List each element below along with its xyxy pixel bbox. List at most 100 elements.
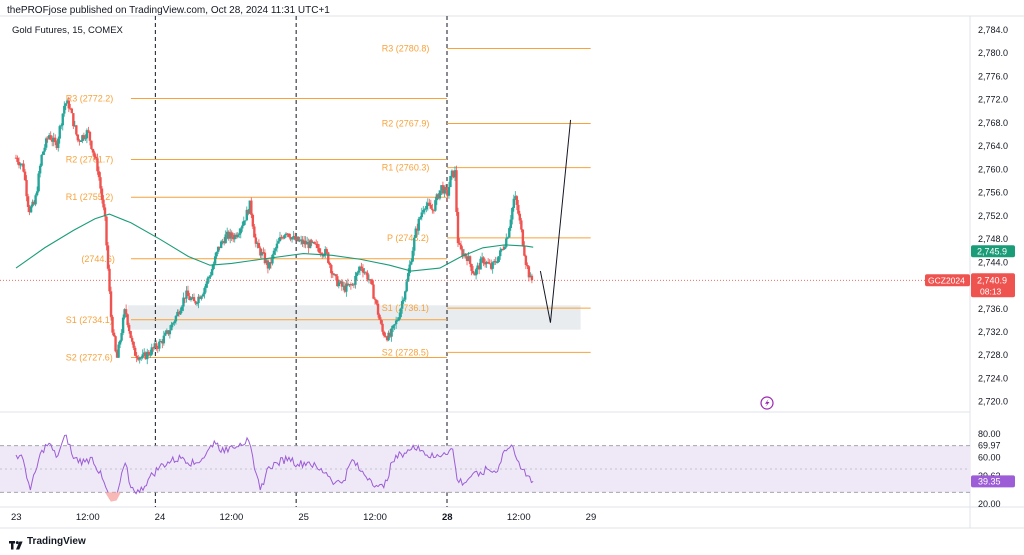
candle bbox=[135, 355, 138, 358]
candle bbox=[236, 234, 239, 238]
candle bbox=[195, 303, 199, 305]
candle bbox=[518, 213, 522, 221]
candle bbox=[222, 241, 226, 244]
candle bbox=[158, 341, 161, 349]
candle bbox=[422, 209, 425, 213]
candle bbox=[186, 290, 190, 297]
candle bbox=[328, 262, 331, 265]
candle bbox=[194, 301, 197, 304]
candle bbox=[239, 228, 242, 234]
candle bbox=[265, 260, 268, 264]
candle bbox=[453, 170, 457, 178]
candle bbox=[177, 311, 181, 315]
candle bbox=[46, 138, 49, 140]
candle bbox=[127, 324, 131, 332]
time-tick-1: 12:00 bbox=[76, 512, 100, 523]
candle bbox=[253, 226, 256, 238]
candle bbox=[215, 251, 218, 257]
rsi-line bbox=[15, 434, 534, 500]
footer[interactable]: TradingView bbox=[9, 533, 86, 549]
candle bbox=[521, 229, 525, 246]
candle bbox=[16, 157, 19, 162]
candle bbox=[443, 187, 446, 194]
candle bbox=[90, 140, 93, 149]
candle bbox=[132, 341, 135, 348]
candle bbox=[54, 137, 57, 143]
pivot-label-1-0: R3 (2780.8) bbox=[382, 44, 430, 54]
candle bbox=[508, 228, 511, 238]
price-tick-12: 2,768.0 bbox=[978, 118, 1008, 128]
candle bbox=[155, 343, 158, 348]
candle bbox=[159, 341, 163, 343]
candle bbox=[339, 281, 342, 283]
pivot-label-0-1: R2 (2761.7) bbox=[66, 154, 114, 164]
candle bbox=[106, 245, 110, 269]
symbol-tag-label: GCZ2024 bbox=[928, 275, 965, 285]
candle bbox=[511, 207, 514, 220]
time-tick-4: 25 bbox=[298, 512, 309, 523]
candle bbox=[76, 134, 80, 141]
candle bbox=[49, 135, 52, 140]
candle bbox=[308, 240, 312, 249]
candle bbox=[354, 275, 357, 285]
candle bbox=[305, 241, 309, 245]
candle bbox=[301, 239, 304, 244]
candle bbox=[293, 236, 297, 240]
candle bbox=[325, 249, 328, 253]
candle bbox=[37, 173, 40, 192]
candle bbox=[31, 201, 34, 207]
candle bbox=[425, 205, 428, 210]
candle bbox=[179, 310, 182, 315]
candle bbox=[420, 212, 423, 218]
candle bbox=[123, 309, 126, 318]
candle bbox=[150, 347, 153, 355]
candle bbox=[143, 352, 146, 355]
candle bbox=[156, 347, 159, 349]
candle bbox=[520, 220, 523, 230]
rsi-oversold-fill bbox=[105, 492, 121, 502]
candle bbox=[72, 113, 75, 127]
candle bbox=[343, 285, 347, 292]
rsi-tick-2: 60.00 bbox=[978, 452, 1001, 462]
candle bbox=[391, 325, 395, 329]
candle bbox=[108, 268, 111, 292]
candle bbox=[355, 272, 359, 276]
candle bbox=[523, 245, 526, 256]
candle bbox=[129, 331, 132, 338]
price-tick-11: 2,764.0 bbox=[978, 141, 1008, 151]
candle bbox=[314, 243, 318, 245]
candle bbox=[376, 303, 380, 315]
candle bbox=[349, 284, 353, 286]
candle bbox=[414, 228, 417, 238]
candle bbox=[88, 131, 92, 141]
candle bbox=[40, 154, 43, 166]
rsi-tick-0: 20.00 bbox=[978, 499, 1001, 509]
candle bbox=[290, 237, 294, 240]
candle bbox=[103, 207, 107, 217]
candle bbox=[183, 297, 187, 299]
candle bbox=[171, 323, 175, 325]
candle bbox=[296, 236, 300, 242]
candle bbox=[450, 170, 454, 176]
candle bbox=[191, 297, 194, 299]
candle bbox=[144, 352, 147, 360]
candle bbox=[278, 237, 282, 242]
candle bbox=[198, 296, 202, 299]
candle bbox=[316, 243, 319, 249]
candle bbox=[281, 237, 285, 239]
candle bbox=[203, 287, 206, 295]
candle bbox=[248, 200, 252, 214]
candle bbox=[25, 180, 28, 197]
candle bbox=[373, 298, 377, 300]
candle bbox=[307, 241, 310, 249]
candle bbox=[245, 209, 249, 221]
time-tick-6: 28 bbox=[442, 512, 453, 523]
candle bbox=[227, 231, 230, 239]
candle bbox=[70, 108, 74, 114]
candle bbox=[304, 240, 307, 245]
candle bbox=[440, 185, 443, 191]
candle bbox=[162, 335, 166, 344]
lightning-bolt bbox=[765, 399, 770, 407]
candle bbox=[141, 354, 144, 358]
candle bbox=[367, 279, 371, 281]
